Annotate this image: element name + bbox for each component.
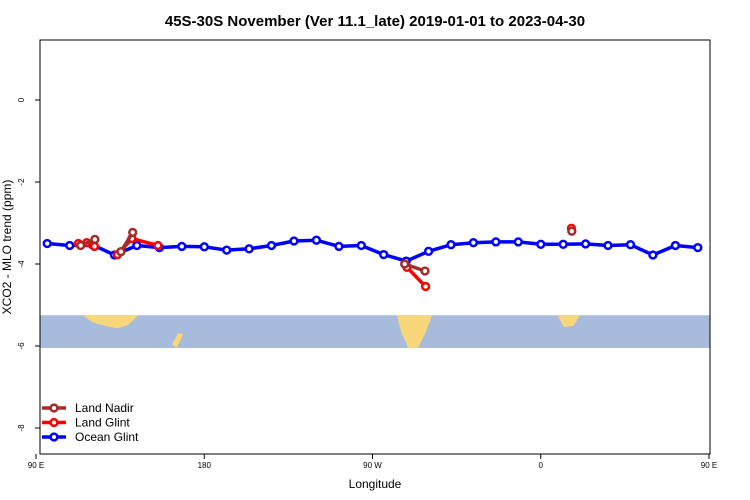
- y-tick-label: -2: [17, 178, 26, 186]
- ocean-glint-point: [379, 249, 389, 260]
- land-glint-point: [709, 241, 710, 246]
- ocean-glint-point: [132, 240, 142, 251]
- y-tick-label: -8: [17, 424, 26, 432]
- ocean-glint-point: [603, 240, 613, 251]
- legend-item-land-glint: Land Glint: [42, 416, 130, 430]
- legend-label: Land Nadir: [75, 401, 134, 415]
- land-glint-line: [714, 243, 730, 247]
- ocean-glint-point: [289, 236, 299, 246]
- ocean-glint-point: [222, 245, 232, 255]
- ocean-band: [40, 315, 710, 349]
- australia-landmass: [82, 315, 139, 329]
- ocean-glint-point: [625, 240, 636, 250]
- ocean-glint-point: [266, 240, 277, 251]
- ocean-glint-point: [693, 242, 703, 253]
- land-nadir-point: [128, 227, 138, 238]
- series-layer: [42, 223, 734, 292]
- ocean-glint-point: [199, 242, 209, 252]
- legend-marker: [49, 432, 59, 442]
- ocean-glint-point: [648, 250, 658, 260]
- land-glint-point: [719, 239, 726, 246]
- x-axis-label: Longitude: [349, 477, 402, 491]
- legend-marker: [49, 403, 59, 413]
- ocean-glint-point: [536, 239, 546, 249]
- ocean-glint-point: [491, 237, 501, 247]
- land-glint-point: [420, 281, 431, 292]
- y-tick-label: 0: [17, 97, 26, 102]
- y-axis: 0 -2 -4 -6 -8: [17, 97, 40, 432]
- ocean-glint-point: [580, 239, 591, 249]
- chart-title: 45S-30S November (Ver 11.1_late) 2019-01…: [165, 13, 585, 30]
- land-glint-point: [727, 243, 734, 250]
- legend-marker: [49, 417, 59, 428]
- ocean-glint-point: [446, 240, 456, 250]
- land-nadir-point: [400, 259, 410, 269]
- x-axis: 90 E 180 90 W 0 90 E: [28, 454, 717, 470]
- x-tick-label: 90 E: [28, 461, 44, 470]
- x-tick-label: 180: [198, 461, 212, 470]
- ocean-glint-point: [670, 240, 681, 251]
- land-nadir-point: [76, 240, 86, 251]
- legend-item-ocean-glint: Ocean Glint: [42, 430, 139, 444]
- ocean-glint-point: [177, 241, 187, 252]
- map-background: [40, 315, 750, 349]
- land-nadir-line: [716, 239, 730, 245]
- ocean-glint-point: [513, 237, 523, 247]
- ocean-glint-point: [558, 239, 568, 249]
- land-nadir-point: [713, 242, 720, 249]
- x-tick-label: 90 W: [363, 461, 382, 470]
- land-glint-point: [153, 240, 163, 251]
- legend-item-land-nadir: Land Nadir: [42, 401, 134, 415]
- ocean-glint-point: [423, 246, 434, 256]
- y-tick-label: -4: [17, 260, 26, 268]
- new-zealand-landmass: [172, 333, 184, 348]
- plot-frame: [39, 39, 711, 455]
- y-tick-label: -6: [17, 342, 26, 350]
- land-nadir-point: [116, 247, 126, 257]
- australia-landmass: [718, 315, 750, 328]
- africa-landmass: [557, 315, 580, 328]
- ocean-glint-point: [42, 238, 52, 249]
- y-axis-label: XCO2 - MLO trend (ppm): [0, 180, 14, 315]
- land-nadir-point: [90, 234, 100, 245]
- south-america-landmass: [396, 315, 433, 348]
- land-nadir-point: [727, 236, 734, 243]
- x-tick-label: 0: [539, 461, 544, 470]
- land-nadir-series: [76, 226, 734, 276]
- ocean-glint-point: [334, 241, 344, 252]
- legend-label: Land Glint: [75, 416, 130, 430]
- land-nadir-point: [567, 226, 577, 236]
- ocean-glint-point: [244, 244, 254, 254]
- ocean-glint-point: [311, 235, 322, 245]
- legend-label: Ocean Glint: [75, 430, 139, 444]
- ocean-glint-point: [356, 240, 366, 251]
- ocean-glint-point: [468, 238, 479, 248]
- land-nadir-point: [420, 266, 430, 276]
- x-tick-label: 90 E: [701, 461, 717, 470]
- ocean-glint-point: [65, 240, 75, 251]
